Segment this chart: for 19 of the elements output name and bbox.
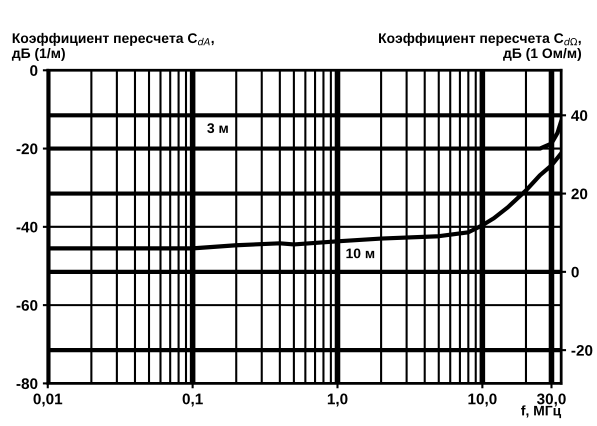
y2-tick-label: 0: [572, 266, 579, 278]
y-tick-label: 0: [30, 65, 38, 76]
y2-axis-title: Коэффициент пересчета C$_{dΩ}$, дБ (1 Ом/м): [379, 32, 582, 61]
y-tick-label: -40: [16, 222, 38, 233]
x-tick-label: 1,0: [328, 394, 348, 407]
text: Коэффициент пересчета C$_{dA}$, дБ (1/м): [12, 32, 214, 61]
x-tick-label: 0,1: [182, 394, 203, 407]
y2-tick-label: 20: [571, 188, 588, 200]
y-tick-label: -80: [16, 378, 38, 390]
y2-tick-label: -20: [572, 345, 592, 356]
y2-tick-label: 40: [571, 110, 588, 121]
y-tick-label: -60: [16, 300, 38, 311]
x-tick-label: 10,0: [468, 394, 497, 407]
annotation: 10 м: [346, 248, 374, 258]
x-tick-label: 30,0: [536, 394, 566, 407]
annotation: 3 м: [207, 123, 228, 134]
y-tick-label: -20: [16, 143, 38, 154]
x-axis-title: f, МГц: [521, 405, 562, 418]
x-tick-label: 0,01: [34, 394, 62, 407]
